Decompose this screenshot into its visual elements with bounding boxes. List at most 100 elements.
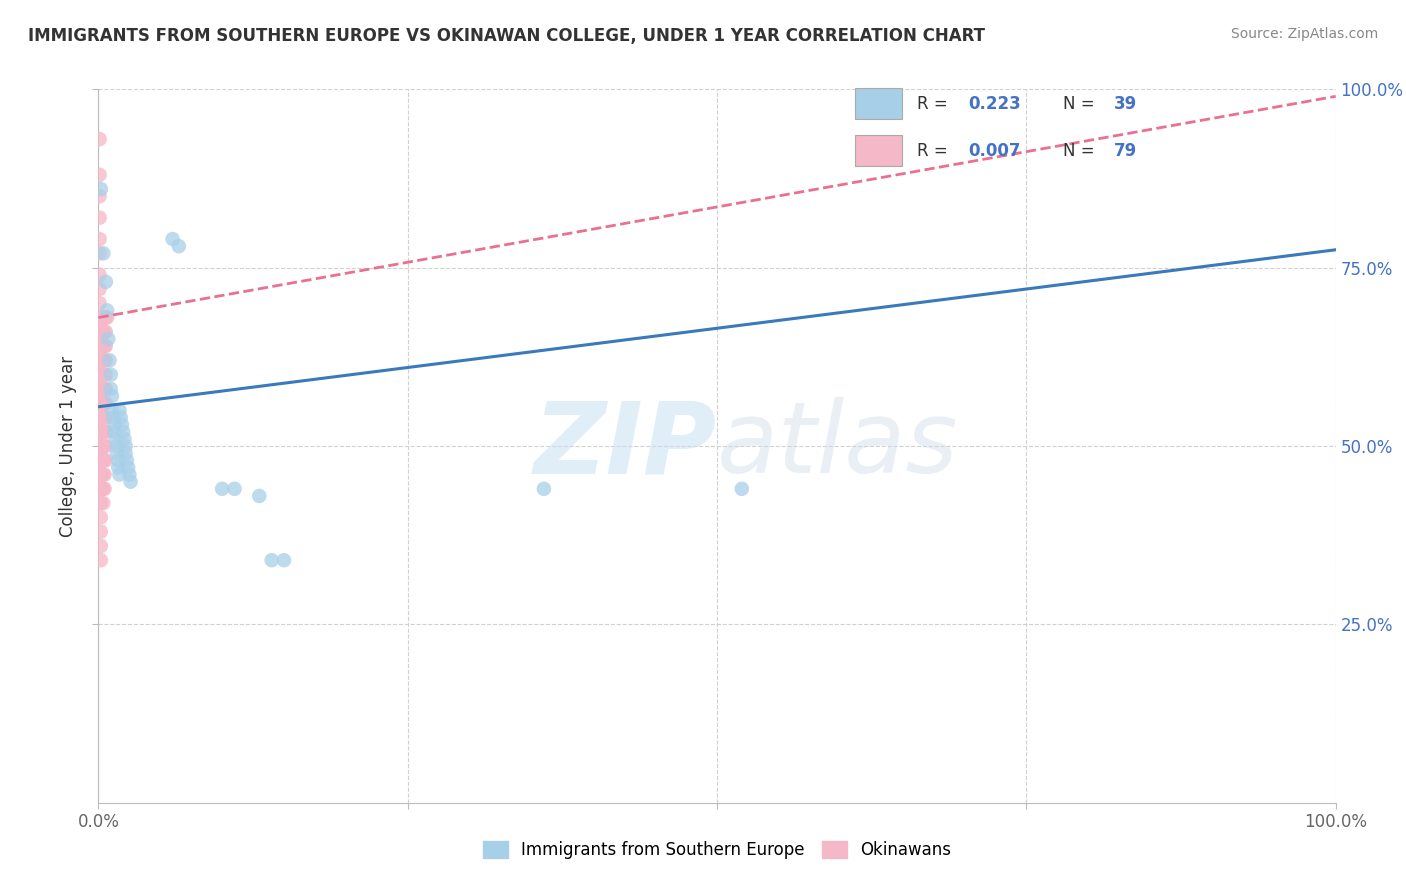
Point: [110, 410, 132, 425]
Point: [105, 446, 128, 460]
Point: [90, 439, 112, 453]
Point: [94, 368, 117, 382]
Text: 39: 39: [1114, 95, 1137, 112]
Point: [94, 275, 117, 289]
Text: atlas: atlas: [717, 398, 959, 494]
Point: [94, 325, 117, 339]
Point: [89, 296, 111, 310]
Point: [93, 310, 115, 325]
Point: [93, 353, 115, 368]
Point: [94, 410, 117, 425]
Point: [93, 396, 115, 410]
Point: [162, 232, 184, 246]
Point: [96, 310, 118, 325]
Point: [91, 325, 114, 339]
Point: [93, 368, 115, 382]
Point: [90, 453, 112, 467]
Point: [89, 339, 111, 353]
Point: [101, 389, 124, 403]
Point: [114, 439, 136, 453]
Point: [93, 425, 115, 439]
Point: [103, 410, 125, 425]
Point: [104, 432, 127, 446]
Point: [89, 310, 111, 325]
Point: [91, 396, 114, 410]
Point: [90, 382, 112, 396]
Point: [89, 168, 111, 182]
Point: [117, 460, 139, 475]
Point: [118, 467, 141, 482]
Point: [90, 482, 112, 496]
Text: 0.007: 0.007: [967, 142, 1021, 160]
Point: [91, 339, 114, 353]
Point: [93, 310, 115, 325]
Point: [224, 482, 246, 496]
Point: [90, 496, 112, 510]
Point: [107, 460, 129, 475]
Point: [91, 353, 114, 368]
Point: [103, 417, 125, 432]
Point: [89, 211, 111, 225]
Point: [97, 332, 120, 346]
Point: [91, 368, 114, 382]
Text: ZIP: ZIP: [534, 398, 717, 494]
Point: [120, 475, 142, 489]
Legend: Immigrants from Southern Europe, Okinawans: Immigrants from Southern Europe, Okinawa…: [477, 834, 957, 866]
Point: [94, 453, 117, 467]
Point: [93, 453, 115, 467]
Point: [91, 425, 114, 439]
Point: [89, 282, 111, 296]
Point: [533, 482, 555, 496]
Point: [731, 482, 754, 496]
Point: [105, 439, 128, 453]
Point: [111, 417, 134, 432]
Point: [90, 539, 112, 553]
FancyBboxPatch shape: [855, 136, 903, 166]
Point: [93, 496, 115, 510]
Point: [108, 403, 131, 417]
Point: [93, 410, 115, 425]
Text: N =: N =: [1063, 95, 1099, 112]
Point: [90, 467, 112, 482]
Point: [93, 382, 115, 396]
Point: [91, 439, 114, 453]
Point: [93, 467, 115, 482]
Point: [94, 339, 117, 353]
Text: 79: 79: [1114, 142, 1137, 160]
Point: [94, 353, 117, 368]
Point: [89, 246, 111, 260]
FancyBboxPatch shape: [855, 88, 903, 119]
Point: [93, 410, 115, 425]
Point: [93, 325, 115, 339]
Point: [93, 396, 115, 410]
Point: [103, 425, 125, 439]
Point: [89, 325, 111, 339]
Point: [114, 446, 136, 460]
Point: [93, 482, 115, 496]
Text: 0.223: 0.223: [967, 95, 1021, 112]
Point: [101, 403, 124, 417]
Point: [93, 482, 115, 496]
Point: [89, 368, 111, 382]
Point: [93, 339, 115, 353]
Point: [90, 524, 112, 539]
Point: [91, 310, 114, 325]
Text: IMMIGRANTS FROM SOUTHERN EUROPE VS OKINAWAN COLLEGE, UNDER 1 YEAR CORRELATION CH: IMMIGRANTS FROM SOUTHERN EUROPE VS OKINA…: [28, 27, 986, 45]
Point: [96, 303, 118, 318]
Point: [112, 425, 135, 439]
Point: [100, 368, 122, 382]
Point: [93, 246, 115, 260]
Point: [90, 553, 112, 567]
Point: [90, 182, 112, 196]
Point: [91, 453, 114, 467]
Point: [91, 410, 114, 425]
Point: [91, 382, 114, 396]
Point: [260, 553, 283, 567]
Point: [89, 132, 111, 146]
Point: [91, 482, 114, 496]
Point: [98, 353, 121, 368]
Point: [93, 467, 115, 482]
Point: [91, 467, 114, 482]
Point: [247, 489, 270, 503]
Point: [94, 396, 117, 410]
